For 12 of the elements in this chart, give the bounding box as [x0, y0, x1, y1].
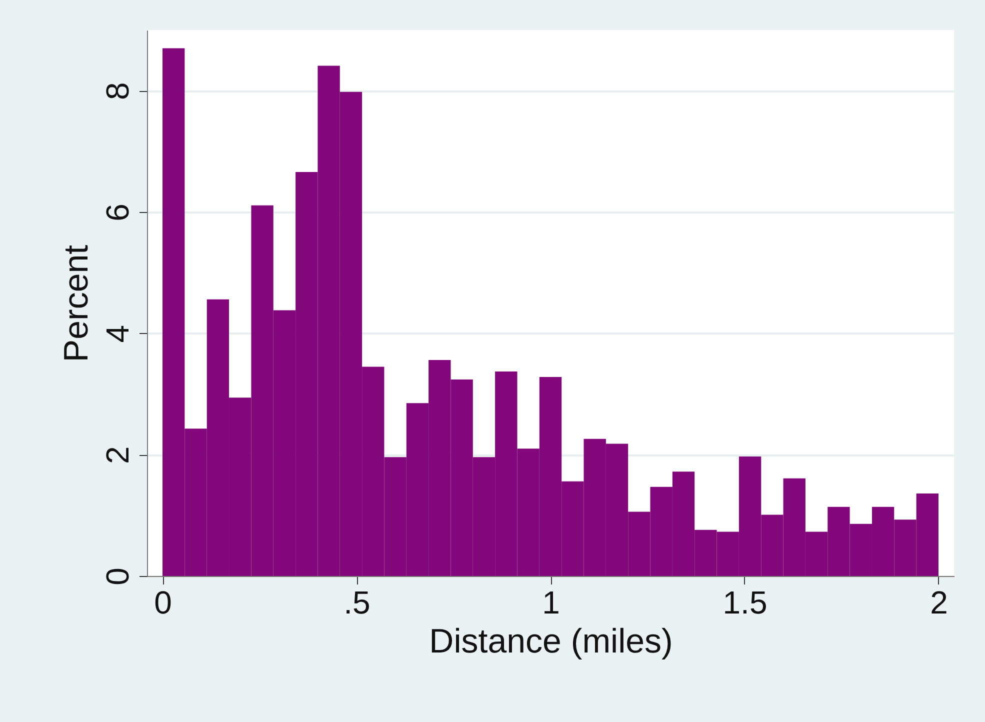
- y-tick-label: 2: [100, 446, 136, 464]
- y-axis-title: Percent: [58, 244, 96, 362]
- y-tick-label: 6: [100, 204, 136, 222]
- y-tick-label: 0: [100, 568, 136, 586]
- x-tick-label: .5: [344, 584, 370, 620]
- x-tick-label: 2: [930, 584, 948, 620]
- x-tick-label: 1.5: [722, 584, 768, 620]
- x-tick-label: 1: [542, 584, 560, 620]
- y-tick-label: 8: [100, 82, 136, 100]
- x-tick-label: 0: [154, 584, 172, 620]
- x-axis-title: Distance (miles): [429, 622, 673, 660]
- y-tick-label: 4: [100, 324, 136, 343]
